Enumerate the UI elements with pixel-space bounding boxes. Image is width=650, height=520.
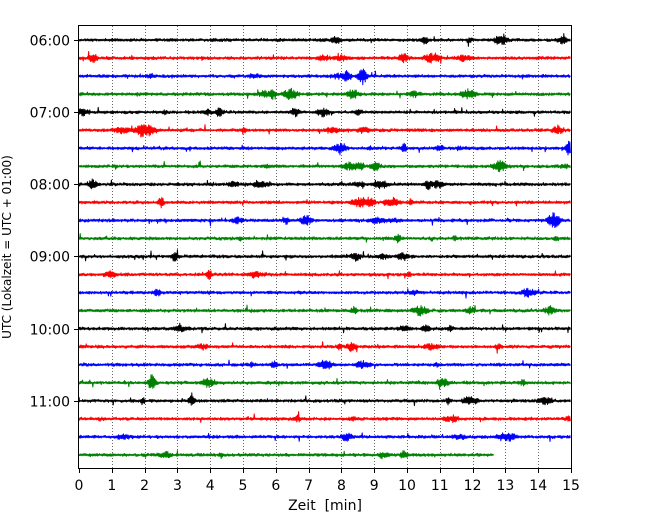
trace-0845 [78,233,571,244]
trace-0900 [78,249,571,262]
x-tick-label: 15 [562,478,580,494]
trace-1015 [78,341,571,354]
trace-0745 [78,159,571,173]
y-axis-label: UTC (Lokalzeit = UTC + 01:00) [0,155,14,339]
trace-0915 [78,269,571,281]
x-tick-label: 4 [206,478,215,494]
trace-0730 [78,140,571,156]
x-tick-label: 13 [496,478,514,494]
trace-1100 [78,392,571,407]
x-tick-label: 6 [271,478,280,494]
trace-1045 [78,374,571,390]
x-axis-label: Zeit [min] [288,498,362,514]
x-tick-label: 9 [370,478,379,494]
trace-0830 [78,212,571,228]
y-tick-label: 09:00 [30,250,70,266]
trace-0645 [78,87,571,100]
x-tick-label: 7 [304,478,313,494]
trace-0700 [78,106,571,118]
trace-0930 [78,287,571,299]
trace-0615 [78,50,571,64]
y-tick-label: 07:00 [30,106,70,122]
trace-0800 [78,178,571,191]
x-tick-label: 2 [140,478,149,494]
x-axis-ticks: 0 1 2 3 4 5 6 7 8 9 10 11 12 13 14 15 [75,468,580,494]
x-tick-label: 1 [107,478,116,494]
trace-0945 [78,304,571,317]
x-tick-label: 3 [173,478,182,494]
y-tick-label: 11:00 [30,395,70,411]
trace-lines [78,33,571,460]
x-tick-label: 14 [529,478,547,494]
plot-frame [78,25,572,469]
trace-1115 [78,411,571,424]
x-tick-label: 12 [464,478,482,494]
y-tick-label: 10:00 [30,323,70,339]
trace-0715 [78,124,571,138]
trace-0630 [78,68,571,86]
y-axis-ticks: 06:00 07:00 08:00 09:00 10:00 11:00 [30,34,79,411]
x-tick-label: 11 [431,478,449,494]
trace-1130 [78,432,571,442]
x-tick-label: 0 [75,478,84,494]
x-tick-label: 10 [398,478,416,494]
trace-0815 [78,196,571,209]
trace-1000 [78,322,571,334]
y-tick-label: 06:00 [30,34,70,50]
x-tick-label: 8 [337,478,346,494]
y-tick-label: 08:00 [30,178,70,194]
trace-1145 [78,450,495,460]
x-tick-label: 5 [239,478,248,494]
trace-0600 [78,33,571,47]
trace-1030 [78,359,571,370]
